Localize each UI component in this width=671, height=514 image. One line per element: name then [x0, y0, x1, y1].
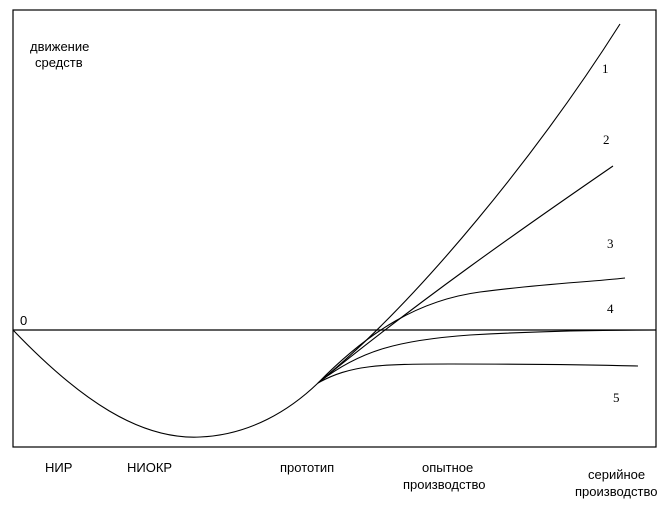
curve-2: [317, 165, 614, 384]
curve-5: [317, 363, 639, 384]
curve-label-3: 3: [607, 236, 614, 251]
curve-4: [317, 329, 657, 384]
stage-label-prototype: прототип: [280, 460, 334, 475]
curve-label-4: 4: [607, 301, 614, 316]
curve-label-2: 2: [603, 132, 610, 147]
stage-label-niokr: НИОКР: [127, 460, 172, 475]
stage-label-serial-line-2: производство: [575, 484, 657, 499]
stage-label-pilot-production: опытное производство: [403, 460, 485, 492]
stage-label-pilot-line-2: производство: [403, 477, 485, 492]
curve-3: [317, 277, 626, 384]
curve-1: [317, 23, 621, 384]
curve-label-1: 1: [602, 61, 609, 76]
stage-label-pilot-line-1: опытное: [422, 460, 473, 475]
y-axis-label-line-2: средств: [35, 55, 83, 70]
y-axis-label-line-1: движение: [30, 39, 89, 54]
zero-label: 0: [20, 313, 27, 328]
stage-label-serial-production: серийное производство: [575, 467, 657, 499]
stage-label-serial-line-1: серийное: [588, 467, 645, 482]
diagram-frame: [12, 9, 657, 448]
curve-label-5: 5: [613, 390, 620, 405]
stage-label-nir: НИР: [45, 460, 72, 475]
common-curve: [12, 329, 319, 438]
y-axis-label: движение средств: [30, 39, 93, 70]
